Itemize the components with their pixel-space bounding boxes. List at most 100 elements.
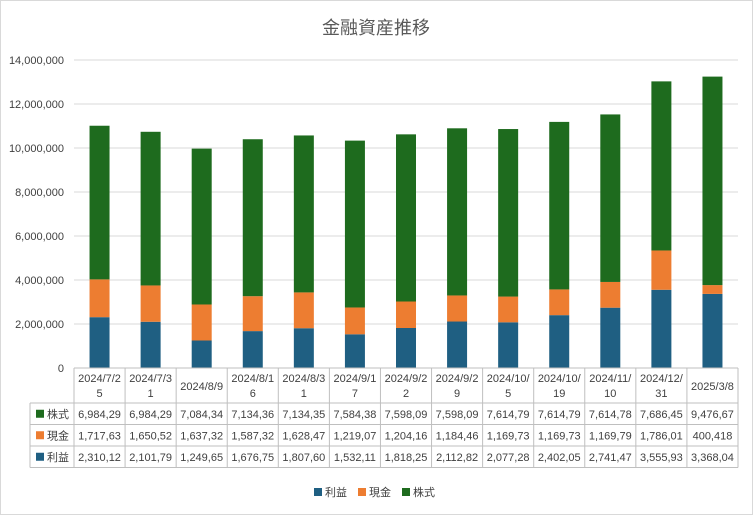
data-label: 1,786,01 — [640, 430, 683, 442]
data-label: 1,169,79 — [589, 430, 632, 442]
legend-label: 現金 — [369, 485, 391, 499]
bar-segment — [89, 317, 110, 368]
legend: 利益 現金 株式 — [314, 485, 435, 499]
data-label: 1,637,32 — [180, 430, 223, 442]
data-table: 2024/7/2 5 2024/7/3 1 2024/8/9 2024/8/1 6 2024/… — [29, 367, 739, 468]
bar-segment — [651, 289, 672, 368]
y-tick-label: 12,000,000 — [9, 99, 64, 111]
chart-title: 金融資産推移 — [322, 18, 430, 38]
bar-segment — [344, 334, 365, 368]
bar-segment — [498, 296, 519, 323]
data-label: 1,650,52 — [129, 430, 172, 442]
bar-segment — [396, 327, 416, 368]
y-tick-label: 2,000,000 — [15, 319, 64, 331]
bar-segment — [702, 293, 723, 368]
bar-segment — [702, 285, 723, 294]
data-label: 7,614,78 — [589, 409, 632, 421]
x-tick-label: 2024/12/ — [640, 373, 684, 385]
bar-segment — [549, 289, 570, 316]
data-label: 1,219,07 — [334, 430, 377, 442]
x-tick-label: 2024/8/3 — [282, 373, 325, 385]
x-tick-label: 19 — [553, 388, 565, 400]
x-tick-label: 1 — [148, 388, 154, 400]
y-tick-label: 8,000,000 — [15, 187, 64, 199]
x-tick-label: 2 — [403, 388, 409, 400]
bar-segment — [191, 304, 212, 341]
bar-segment — [396, 301, 416, 328]
bar-segment — [242, 296, 263, 332]
x-tick-label: 2024/9/2 — [385, 373, 428, 385]
legend-swatch — [402, 488, 410, 496]
x-tick-label: 2024/8/9 — [180, 381, 223, 393]
bars — [89, 76, 723, 368]
data-label: 7,584,38 — [334, 409, 377, 421]
y-axis-ticks: 0 2,000,000 4,000,000 6,000,000 8,000,000 10,… — [9, 55, 64, 375]
x-tick-label: 2024/11/ — [589, 373, 632, 385]
data-label: 7,598,09 — [436, 409, 479, 421]
data-label: 9,476,67 — [691, 409, 734, 421]
x-tick-label: 31 — [655, 388, 667, 400]
data-label: 2,101,79 — [129, 452, 172, 464]
x-tick-label: 5 — [96, 388, 102, 400]
x-tick-label: 2024/10/ — [487, 373, 531, 385]
data-label: 6,984,29 — [129, 409, 172, 421]
data-label: 7,686,45 — [640, 409, 683, 421]
x-tick-label: 1 — [301, 388, 307, 400]
bar-segment — [344, 307, 365, 335]
data-label: 1,676,75 — [231, 452, 274, 464]
bar-segment — [344, 140, 365, 308]
bar-segment — [447, 295, 468, 322]
bar-segment — [549, 315, 570, 368]
table-row-key — [36, 431, 44, 440]
x-tick-label: 5 — [505, 388, 511, 400]
data-label: 1,628,47 — [282, 430, 325, 442]
data-label: 3,555,93 — [640, 452, 683, 464]
bar-segment — [651, 250, 672, 290]
x-tick-label: 2025/3/8 — [691, 381, 734, 393]
x-tick-label: 7 — [352, 388, 358, 400]
legend-swatch — [314, 488, 322, 496]
bar-segment — [242, 331, 263, 368]
bar-segment — [600, 281, 621, 308]
bar-segment — [293, 328, 314, 368]
legend-label: 利益 — [325, 485, 347, 499]
bar-segment — [191, 148, 212, 305]
bar-segment — [191, 340, 212, 368]
x-tick-label: 2024/10/ — [538, 373, 582, 385]
bar-segment — [140, 131, 161, 286]
data-label: 2,741,47 — [589, 452, 632, 464]
data-label: 7,614,79 — [538, 409, 581, 421]
bar-segment — [447, 321, 468, 368]
y-tick-label: 14,000,000 — [9, 55, 64, 67]
data-label: 2,077,28 — [487, 452, 530, 464]
data-label: 1,807,60 — [282, 452, 325, 464]
y-tick-label: 6,000,000 — [15, 231, 64, 243]
bar-segment — [651, 81, 672, 251]
data-label: 1,717,63 — [78, 430, 121, 442]
table-row-label: 利益 — [47, 450, 69, 464]
data-label: 7,614,79 — [487, 409, 530, 421]
data-label: 1,587,32 — [231, 430, 274, 442]
y-tick-label: 0 — [58, 363, 64, 375]
x-tick-label: 2024/8/1 — [231, 373, 274, 385]
bar-segment — [498, 129, 519, 297]
bar-segment — [498, 322, 519, 368]
table-row-key — [36, 409, 44, 418]
data-label: 1,169,73 — [487, 430, 530, 442]
bar-segment — [89, 279, 110, 318]
data-label: 1,818,25 — [385, 452, 428, 464]
bar-segment — [447, 128, 468, 296]
bar-segment — [600, 114, 621, 282]
data-label: 7,134,35 — [282, 409, 325, 421]
data-label: 1,204,16 — [385, 430, 428, 442]
data-label: 6,984,29 — [78, 409, 121, 421]
data-label: 7,598,09 — [385, 409, 428, 421]
bar-segment — [242, 139, 263, 297]
table-row-label: 現金 — [47, 428, 69, 442]
data-label: 1,249,65 — [180, 452, 223, 464]
x-tick-label: 2024/9/1 — [334, 373, 377, 385]
bar-segment — [396, 134, 416, 302]
data-label: 2,112,82 — [436, 452, 478, 464]
data-label: 1,532,11 — [334, 452, 376, 464]
